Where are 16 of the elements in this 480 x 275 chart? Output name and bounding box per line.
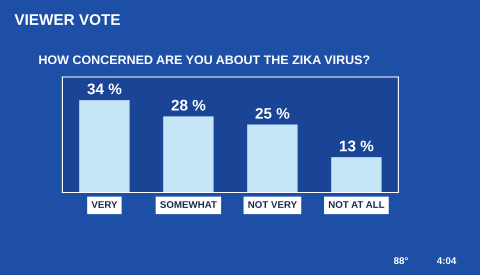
data-label: 13 %	[340, 140, 374, 152]
data-label: 25 %	[256, 108, 290, 119]
x-tick-label: NOT VERY	[248, 201, 297, 208]
bar	[247, 124, 298, 192]
x-tick-label: NOT AT ALL	[328, 201, 384, 208]
text: 4:04	[436, 257, 456, 264]
x-tick-label: VERY	[91, 201, 118, 208]
bar	[163, 116, 214, 192]
bar	[79, 100, 130, 192]
data-label: 28 %	[172, 100, 206, 111]
text: 88°	[394, 257, 408, 264]
x-tick-label: SOMEWHAT	[160, 201, 217, 208]
chart-title: VIEWER VOTE	[14, 14, 120, 25]
bar	[331, 157, 382, 192]
data-label: 34 %	[87, 83, 122, 94]
chart-subtitle: HOW CONCERNED ARE YOU ABOUT THE ZIKA VIRUS?	[39, 55, 370, 64]
